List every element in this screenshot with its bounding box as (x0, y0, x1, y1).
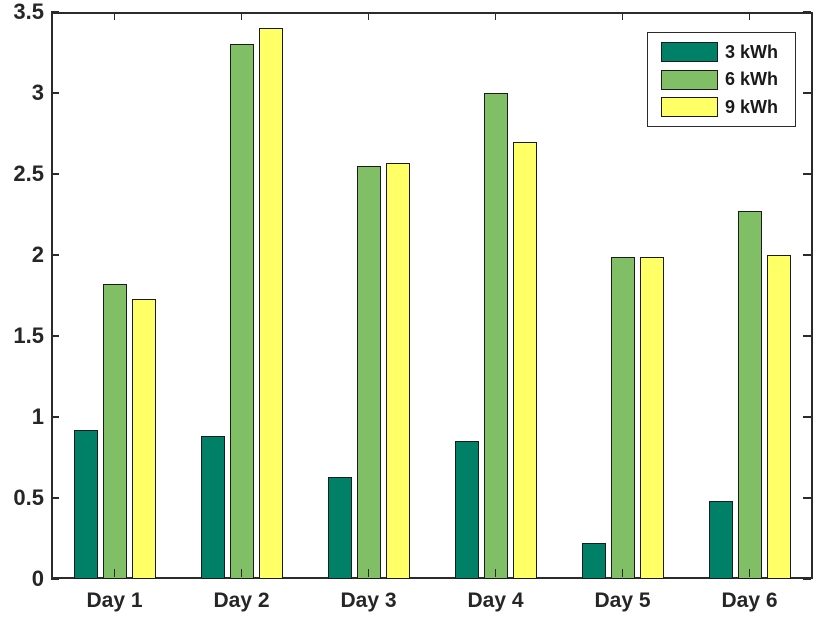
bar-3-kwh-day-6 (708, 501, 733, 579)
y-tick-left (51, 578, 59, 580)
x-tick-label: Day 3 (340, 589, 397, 612)
x-tick-label: Day 5 (594, 589, 651, 612)
bar-6-kwh-day-5 (610, 256, 635, 579)
x-tick-bottom (494, 569, 497, 577)
y-tick-label: 2 (31, 242, 44, 267)
x-tick-top (621, 12, 624, 20)
bar-6-kwh-day-2 (229, 44, 254, 579)
legend-label: 6 kWh (725, 69, 779, 89)
y-tick-label: 1 (31, 404, 44, 429)
x-tick-top (240, 12, 243, 20)
y-tick-label: 3.5 (13, 0, 44, 24)
y-tick-label: 0 (31, 566, 44, 591)
legend: 3 kWh 6 kWh 9 kWh (647, 32, 796, 127)
legend-item: 3 kWh (661, 42, 795, 63)
bar-3-kwh-day-1 (73, 429, 98, 579)
legend-swatch (661, 69, 718, 90)
x-tick-bottom (240, 569, 243, 577)
y-tick-right (803, 578, 811, 580)
x-tick-bottom (621, 569, 624, 577)
y-tick-right (803, 497, 811, 499)
x-tick-top (367, 12, 370, 20)
x-tick-bottom (367, 569, 370, 577)
x-tick-label: Day 2 (213, 589, 270, 612)
x-tick-bottom (748, 569, 751, 577)
bar-6-kwh-day-3 (356, 165, 381, 579)
y-tick-label: 2.5 (13, 161, 44, 186)
y-tick-label: 3 (31, 80, 44, 105)
y-tick-label: 0.5 (13, 485, 44, 510)
y-tick-right (803, 173, 811, 175)
y-tick-left (51, 497, 59, 499)
x-tick-label: Day 6 (721, 589, 778, 612)
bar-9-kwh-day-3 (385, 162, 410, 579)
legend-item: 9 kWh (661, 97, 795, 118)
bar-9-kwh-day-2 (258, 28, 283, 579)
bar-3-kwh-day-4 (454, 441, 479, 579)
bar-6-kwh-day-6 (737, 211, 762, 579)
legend-swatch (661, 42, 718, 62)
y-tick-left (51, 173, 59, 175)
legend-label: 3 kWh (725, 41, 779, 62)
x-tick-bottom (113, 569, 116, 577)
legend-swatch (661, 97, 718, 117)
bar-3-kwh-day-2 (200, 436, 225, 579)
y-tick-right (803, 11, 811, 13)
x-tick-top (748, 12, 751, 20)
x-tick-label: Day 4 (467, 589, 524, 612)
y-tick-left (51, 11, 59, 13)
bar-9-kwh-day-5 (639, 256, 664, 579)
y-tick-right (803, 92, 811, 94)
y-tick-right (803, 416, 811, 418)
x-tick-label: Day 1 (86, 589, 143, 612)
legend-item: 6 kWh (661, 69, 795, 90)
x-tick-top (494, 12, 497, 20)
y-tick-right (803, 254, 811, 256)
legend-label: 9 kWh (725, 96, 779, 117)
bar-3-kwh-day-3 (327, 476, 352, 579)
y-tick-right (803, 335, 811, 337)
y-tick-left (51, 92, 59, 94)
bar-3-kwh-day-5 (581, 543, 606, 579)
x-tick-top (113, 12, 116, 20)
y-tick-left (51, 416, 59, 418)
bar-9-kwh-day-1 (131, 298, 156, 579)
bar-6-kwh-day-1 (102, 284, 127, 579)
bar-6-kwh-day-4 (483, 93, 508, 579)
y-tick-label: 1.5 (13, 323, 44, 348)
y-tick-left (51, 335, 59, 337)
y-tick-left (51, 254, 59, 256)
bar-9-kwh-day-4 (512, 141, 537, 579)
bar-9-kwh-day-6 (766, 255, 791, 579)
